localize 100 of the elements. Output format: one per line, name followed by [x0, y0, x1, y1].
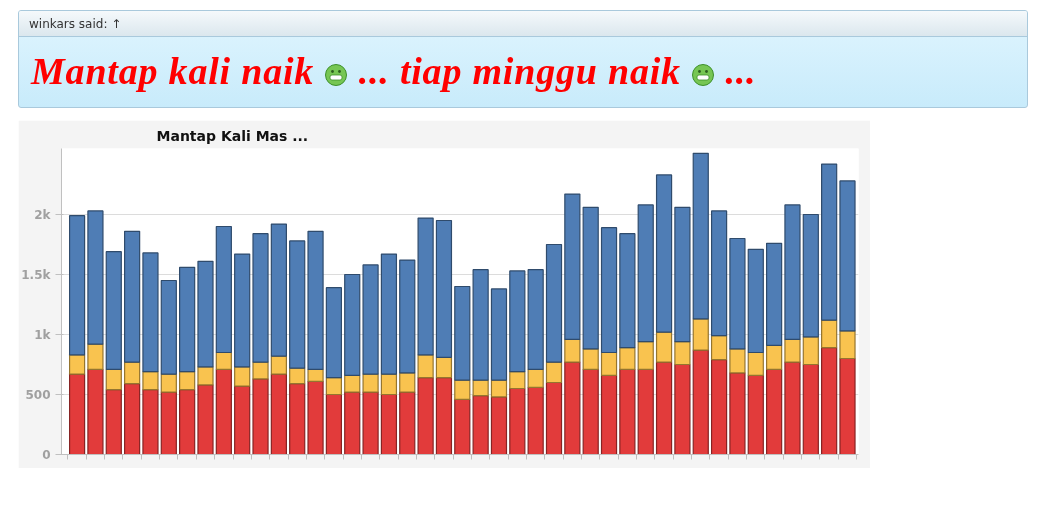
bar	[160, 279, 177, 375]
bar	[87, 368, 104, 455]
bar	[710, 335, 728, 361]
bar	[252, 378, 269, 455]
bar	[490, 396, 508, 455]
bar	[619, 347, 636, 370]
bar	[674, 363, 691, 455]
bar	[839, 357, 856, 455]
bar	[527, 269, 544, 370]
bar	[142, 389, 159, 455]
bar	[729, 372, 746, 455]
bar	[637, 368, 654, 455]
bar	[417, 354, 434, 379]
bar	[619, 233, 636, 349]
bar	[821, 319, 838, 349]
bar	[747, 248, 764, 354]
bar	[600, 227, 618, 354]
bar	[270, 223, 287, 357]
bar	[509, 371, 526, 390]
bar	[380, 373, 398, 396]
bar	[784, 204, 801, 340]
bar	[435, 377, 453, 455]
bar	[545, 361, 563, 384]
bar	[124, 361, 141, 385]
bar	[234, 366, 251, 387]
bar	[124, 383, 141, 455]
bar	[105, 251, 122, 370]
bar	[802, 363, 819, 455]
bar	[399, 372, 416, 393]
bar	[600, 351, 618, 376]
bar	[582, 206, 599, 350]
bar	[637, 204, 654, 343]
bar	[179, 389, 196, 455]
bar	[637, 341, 654, 370]
bar	[802, 213, 819, 338]
bar	[325, 377, 343, 396]
bar	[784, 338, 801, 363]
bar	[215, 351, 232, 370]
bar	[472, 395, 489, 455]
bar	[454, 285, 471, 381]
bar	[490, 379, 508, 398]
bar	[674, 206, 691, 343]
bar	[380, 253, 398, 375]
bar	[472, 379, 489, 397]
bar	[197, 260, 214, 368]
bar	[509, 387, 526, 455]
bar	[766, 242, 783, 346]
bar	[619, 368, 636, 455]
bar	[179, 266, 196, 373]
bar	[582, 348, 599, 370]
bar	[509, 270, 526, 373]
bar	[344, 374, 361, 393]
bar	[215, 368, 232, 455]
bar	[545, 381, 563, 455]
bar	[747, 374, 764, 455]
bar	[839, 330, 856, 360]
text: ...	[725, 50, 757, 92]
y-tick-label: 1k	[34, 327, 52, 342]
bar	[344, 391, 361, 455]
bar	[179, 371, 196, 391]
bar	[307, 368, 324, 382]
bar	[729, 237, 746, 350]
bar	[124, 230, 141, 363]
bar	[729, 348, 746, 374]
bar	[527, 368, 544, 388]
bar	[68, 373, 86, 455]
bar	[252, 361, 269, 380]
bar	[215, 225, 232, 354]
text: ... tiap minggu naik	[358, 50, 681, 92]
bar	[766, 368, 783, 455]
bar	[252, 233, 269, 363]
text: winkars said: ↑	[19, 11, 1027, 37]
bar	[821, 347, 838, 455]
bar	[160, 391, 177, 455]
bar	[68, 354, 86, 375]
bar	[160, 373, 177, 393]
bar	[105, 368, 122, 391]
bar	[527, 386, 544, 455]
bar	[325, 393, 343, 455]
bar	[655, 331, 673, 363]
bar	[564, 361, 581, 455]
bar	[564, 338, 581, 363]
bar	[564, 193, 581, 340]
bar	[802, 336, 819, 366]
bar	[435, 356, 453, 379]
bar	[307, 380, 324, 455]
bar	[307, 230, 324, 370]
y-tick-label: 500	[25, 387, 51, 402]
bar	[674, 341, 691, 366]
bar	[417, 217, 434, 356]
bar	[344, 273, 361, 376]
bar	[839, 180, 856, 332]
bar	[362, 391, 379, 455]
bar	[692, 349, 709, 455]
bar	[655, 174, 673, 333]
bar	[692, 152, 709, 320]
bar	[197, 366, 214, 386]
bar	[362, 373, 379, 393]
bar	[600, 374, 618, 455]
bar	[417, 377, 434, 455]
